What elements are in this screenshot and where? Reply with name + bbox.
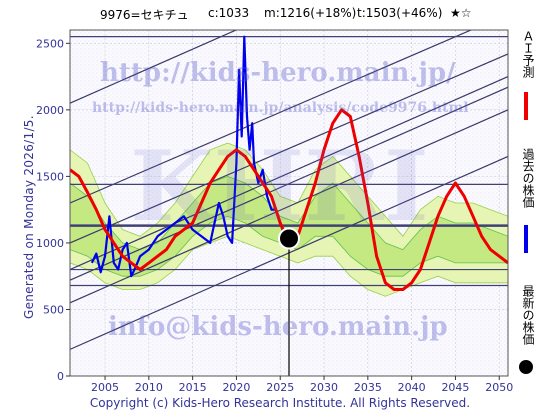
copyright-notice: Copyright (c) Kids-Hero Research Institu… bbox=[89, 396, 471, 410]
plot-frame bbox=[69, 29, 509, 377]
watermark-url-analysis: http://kids-hero.main.jp/analysis/code99… bbox=[92, 100, 469, 116]
y-tick-label: 1000 bbox=[36, 237, 64, 250]
x-tick-label: 2010 bbox=[135, 381, 163, 394]
trend-line bbox=[70, 53, 508, 244]
watermark-url: http://kids-hero.main.jp/ bbox=[100, 58, 456, 88]
x-tick-label: 2015 bbox=[179, 381, 207, 394]
mid-target: m:1216(+18%) bbox=[264, 6, 357, 20]
y-tick-label: 500 bbox=[43, 303, 64, 316]
trend-lines bbox=[70, 30, 508, 350]
watermark-email: info@kids-hero.main.jp bbox=[108, 312, 448, 342]
trend-line bbox=[70, 109, 508, 304]
generated-date: Generated on Monday 2026/1/5. bbox=[22, 115, 36, 320]
y-axis-ticks: 0 500 1000 1500 2000 2500 bbox=[36, 37, 70, 383]
legend-swatches bbox=[519, 92, 533, 374]
y-tick-label: 2500 bbox=[36, 37, 64, 50]
stock-title: 9976=セキチュ bbox=[100, 8, 189, 22]
trend-line bbox=[70, 86, 508, 281]
x-tick-label: 2005 bbox=[91, 381, 119, 394]
latest-point bbox=[278, 227, 300, 250]
x-tick-label: 2025 bbox=[266, 381, 294, 394]
x-axis-ticks: 2005 2010 2015 2020 2025 2030 2035 2040 2045 2050 bbox=[91, 376, 513, 394]
watermark-logo: KHRI bbox=[130, 130, 429, 243]
legend-forecast-label: ＡＩ予測 bbox=[521, 30, 535, 78]
x-tick-label: 2020 bbox=[222, 381, 250, 394]
x-tick-label: 2045 bbox=[441, 381, 469, 394]
x-tick-label: 2035 bbox=[354, 381, 382, 394]
x-tick-label: 2040 bbox=[398, 381, 426, 394]
x-tick-label: 2030 bbox=[310, 381, 338, 394]
legend-latest-label: 最新の株価 bbox=[521, 285, 535, 345]
legend-past-label: 過去の株価 bbox=[521, 148, 535, 208]
x-tick-label: 2050 bbox=[485, 381, 513, 394]
trend-line bbox=[70, 30, 238, 104]
y-tick-label: 0 bbox=[57, 370, 64, 383]
y-tick-label: 1500 bbox=[36, 170, 64, 183]
trend-line bbox=[70, 76, 508, 271]
trend-line bbox=[70, 30, 473, 204]
legend-latest-swatch bbox=[519, 360, 533, 374]
y-tick-label: 2000 bbox=[36, 104, 64, 117]
top-target: t:1503(+46%) bbox=[357, 6, 443, 20]
rating-stars: ★☆ bbox=[450, 6, 472, 20]
current-price: c:1033 bbox=[208, 6, 250, 20]
latest-marker bbox=[278, 227, 300, 376]
